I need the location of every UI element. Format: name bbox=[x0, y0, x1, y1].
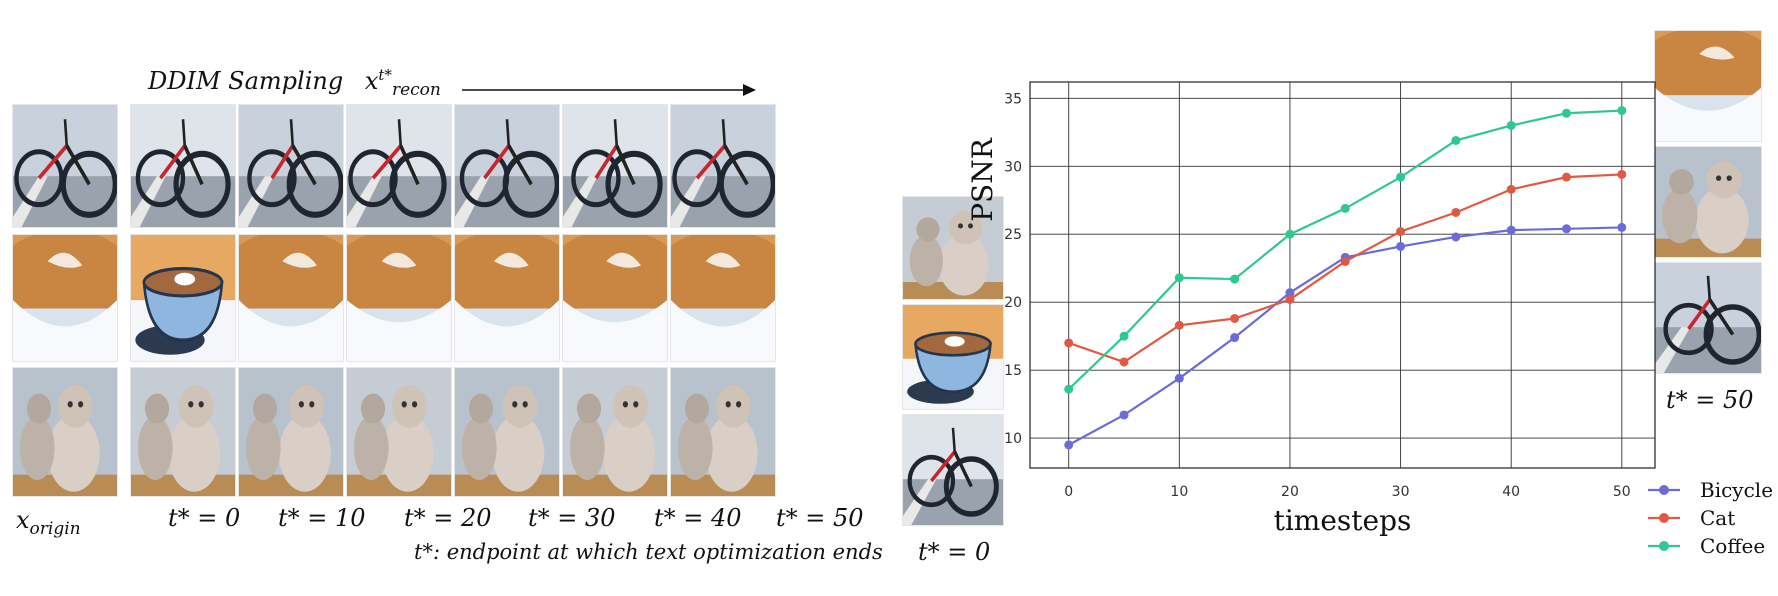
point-coffee-20 bbox=[1285, 229, 1295, 239]
point-bicycle-30 bbox=[1396, 241, 1406, 251]
bicycle-image-1 bbox=[130, 104, 236, 228]
point-coffee-5 bbox=[1119, 331, 1129, 341]
x-tick-label-30: 30 bbox=[1392, 484, 1410, 500]
cat-image-5 bbox=[562, 367, 668, 497]
plot-frame bbox=[1029, 81, 1656, 469]
y-tick-label-30: 30 bbox=[1004, 159, 1022, 175]
coffee-image-6 bbox=[670, 234, 776, 362]
point-cat-20 bbox=[1285, 294, 1295, 304]
x-tick-label-0: 0 bbox=[1064, 484, 1073, 500]
point-coffee-30 bbox=[1396, 172, 1406, 182]
y-tick-label-10: 10 bbox=[1004, 431, 1022, 447]
coffee-image-0 bbox=[12, 234, 118, 362]
y-axis-title: PSNR bbox=[966, 137, 999, 222]
middle-strip-label: t* = 0 bbox=[918, 538, 991, 566]
bicycle-image-3 bbox=[346, 104, 452, 228]
point-coffee-35 bbox=[1451, 135, 1461, 145]
x-tick-label-20: 20 bbox=[1281, 484, 1299, 500]
point-cat-50 bbox=[1617, 169, 1627, 179]
legend-label-cat: Cat bbox=[1700, 506, 1735, 530]
x-axis-title: timesteps bbox=[1274, 504, 1412, 537]
col-label-t10: t* = 10 bbox=[278, 504, 366, 532]
point-bicycle-20 bbox=[1285, 288, 1295, 298]
ddim-arrow bbox=[462, 84, 756, 96]
legend-label-coffee: Coffee bbox=[1700, 534, 1765, 558]
legend-marker-bicycle bbox=[1659, 485, 1669, 495]
cat-image-4 bbox=[454, 367, 560, 497]
point-coffee-45 bbox=[1562, 108, 1572, 118]
bicycle-image-0 bbox=[12, 104, 118, 228]
col-label-t30: t* = 30 bbox=[528, 504, 616, 532]
point-cat-5 bbox=[1119, 357, 1129, 367]
coffee-image-4 bbox=[454, 234, 560, 362]
point-cat-45 bbox=[1562, 172, 1572, 182]
cat-image-3 bbox=[346, 367, 452, 497]
point-bicycle-45 bbox=[1562, 224, 1572, 234]
point-cat-25 bbox=[1340, 256, 1350, 266]
col-label-t40: t* = 40 bbox=[654, 504, 742, 532]
point-bicycle-5 bbox=[1119, 410, 1129, 420]
x-tick-label-50: 50 bbox=[1613, 484, 1631, 500]
bicycle-image-5 bbox=[562, 104, 668, 228]
col-label-t0: t* = 0 bbox=[168, 504, 241, 532]
cat-image-0 bbox=[12, 367, 118, 497]
ddim-title-text: DDIM Sampling bbox=[148, 67, 344, 95]
bicycle-image-4 bbox=[454, 104, 560, 228]
point-coffee-25 bbox=[1340, 203, 1350, 213]
point-cat-0 bbox=[1064, 338, 1074, 348]
right-cat-image bbox=[1654, 146, 1762, 258]
point-coffee-40 bbox=[1506, 120, 1516, 130]
x-tick-label-40: 40 bbox=[1502, 484, 1520, 500]
point-coffee-50 bbox=[1617, 106, 1627, 116]
coffee-image-1 bbox=[130, 234, 236, 362]
y-tick-label-15: 15 bbox=[1004, 363, 1022, 379]
coffee-image-2 bbox=[238, 234, 344, 362]
cat-image-6 bbox=[670, 367, 776, 497]
right-bicycle-image bbox=[1654, 262, 1762, 374]
col-label-origin: xorigin bbox=[16, 506, 81, 539]
bicycle-image-2 bbox=[238, 104, 344, 228]
point-bicycle-35 bbox=[1451, 232, 1461, 242]
legend-marker-coffee bbox=[1659, 541, 1669, 551]
point-coffee-0 bbox=[1064, 384, 1074, 394]
right-strip-label: t* = 50 bbox=[1666, 386, 1754, 414]
x-tick-label-10: 10 bbox=[1170, 484, 1188, 500]
point-coffee-15 bbox=[1230, 274, 1240, 284]
col-label-t20: t* = 20 bbox=[404, 504, 492, 532]
y-tick-label-20: 20 bbox=[1004, 295, 1022, 311]
point-cat-40 bbox=[1506, 184, 1516, 194]
point-bicycle-15 bbox=[1230, 333, 1240, 343]
point-bicycle-10 bbox=[1174, 373, 1184, 383]
point-cat-30 bbox=[1396, 227, 1406, 237]
point-bicycle-50 bbox=[1617, 222, 1627, 232]
ddim-title: DDIM Sampling xt*recon bbox=[148, 66, 441, 100]
cat-image-2 bbox=[238, 367, 344, 497]
point-cat-10 bbox=[1174, 320, 1184, 330]
middle-cat-image bbox=[902, 196, 1004, 300]
col-label-t50: t* = 50 bbox=[776, 504, 864, 532]
point-cat-15 bbox=[1230, 313, 1240, 323]
ddim-title-math: xt*recon bbox=[364, 66, 441, 100]
y-tick-label-25: 25 bbox=[1004, 227, 1022, 243]
legend-label-bicycle: Bicycle bbox=[1700, 478, 1773, 502]
t-star-caption: t*: endpoint at which text optimization … bbox=[414, 540, 883, 564]
bicycle-image-6 bbox=[670, 104, 776, 228]
coffee-image-3 bbox=[346, 234, 452, 362]
middle-coffee-image bbox=[902, 304, 1004, 410]
y-tick-label-35: 35 bbox=[1004, 91, 1022, 107]
point-cat-35 bbox=[1451, 207, 1461, 217]
cat-image-1 bbox=[130, 367, 236, 497]
coffee-image-5 bbox=[562, 234, 668, 362]
point-bicycle-0 bbox=[1064, 440, 1074, 450]
right-coffee-image bbox=[1654, 30, 1762, 142]
point-coffee-10 bbox=[1174, 273, 1184, 283]
middle-bicycle-image bbox=[902, 414, 1004, 526]
legend-marker-cat bbox=[1659, 513, 1669, 523]
point-bicycle-40 bbox=[1506, 225, 1516, 235]
